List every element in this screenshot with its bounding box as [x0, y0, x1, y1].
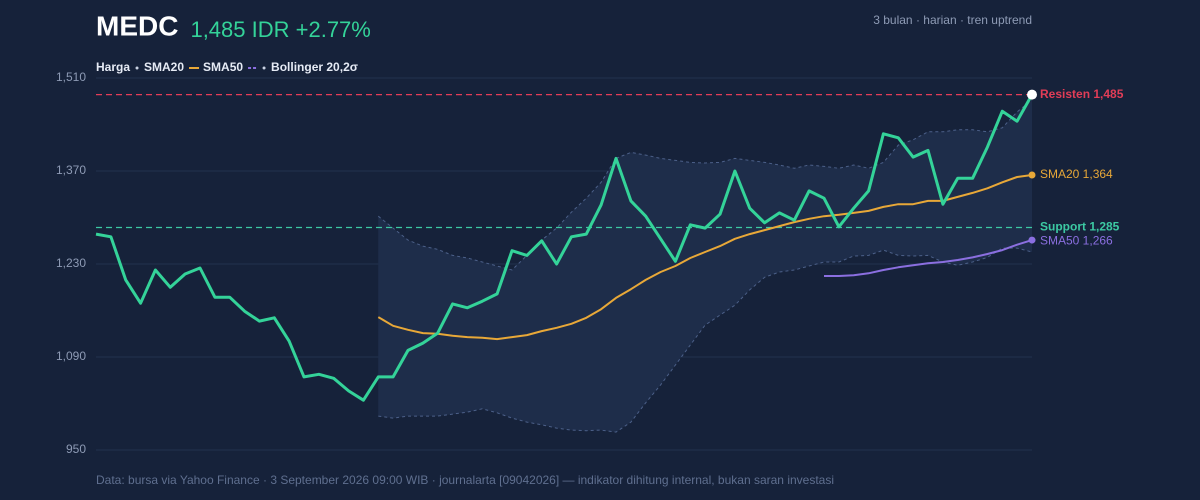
end-label: SMA20 1,364: [1040, 167, 1113, 181]
band-upper: [377, 99, 1033, 271]
footer: Data: bursa via Yahoo Finance · 3 Septem…: [96, 473, 834, 487]
legend-label: SMA20: [144, 60, 184, 74]
y-tick-label: 1,090: [56, 349, 86, 363]
series-line: [824, 239, 1033, 277]
y-tick-label: 1,510: [56, 70, 86, 84]
series-line: [377, 174, 1033, 341]
y-tick-label: 950: [66, 442, 86, 456]
legend: Harga SMA20 SMA50 Bollinger 20,2σ: [96, 60, 358, 74]
legend-separator: [262, 66, 266, 70]
y-tick-label: 1,230: [56, 256, 86, 270]
end-dot: [1028, 171, 1036, 179]
level-label: Resisten 1,485: [1040, 87, 1124, 101]
end-dot: [1028, 236, 1036, 244]
chart-title: MEDC: [96, 10, 178, 41]
price-label: 1,485 IDR +2.77%: [190, 17, 370, 42]
end-label: SMA50 1,266: [1040, 233, 1113, 247]
legend-label: Harga: [96, 60, 130, 74]
series-line: [95, 93, 1034, 402]
legend-label: Bollinger 20,2σ: [271, 60, 358, 74]
level-label: Support 1,285: [1040, 220, 1120, 234]
band-area: [378, 99, 1032, 433]
legend-label: SMA50: [203, 60, 243, 74]
subtitle: 3 bulan · harian · tren uptrend: [873, 13, 1032, 27]
y-tick-label: 1,370: [56, 163, 86, 177]
legend-separator: [135, 66, 139, 70]
end-dot: [1027, 89, 1037, 100]
band-lower: [378, 247, 1033, 433]
